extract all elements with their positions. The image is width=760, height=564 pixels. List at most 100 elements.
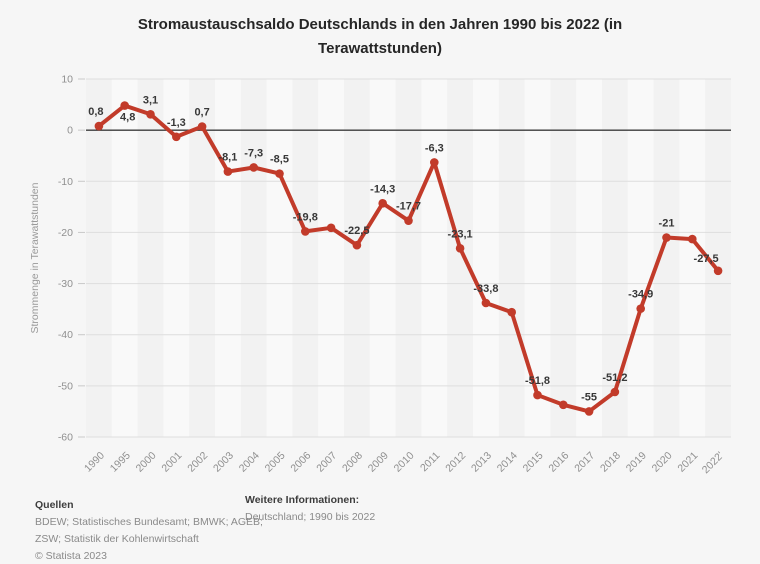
point-value-label: -51,8 (525, 375, 550, 387)
data-point[interactable] (507, 307, 516, 317)
sources-heading: Quellen (35, 499, 74, 511)
x-tick-label: 2008 (340, 450, 365, 475)
point-value-label: -23,1 (448, 228, 473, 240)
y-tick-label: 0 (67, 125, 73, 137)
data-point[interactable] (378, 198, 388, 208)
data-point[interactable] (481, 298, 491, 308)
data-point[interactable] (430, 158, 439, 167)
data-point[interactable] (404, 216, 413, 225)
point-value-label: -7,3 (244, 147, 263, 159)
y-axis-ticks: 10 0 -10 -20 -30 -40 -50 -60 (58, 74, 85, 444)
x-tick-label: 2015 (521, 450, 546, 475)
x-tick-label: 2004 (237, 450, 262, 475)
data-point[interactable] (146, 109, 155, 119)
point-value-label: -8,5 (270, 154, 289, 166)
data-point[interactable] (223, 167, 233, 176)
y-axis-title: Strommenge in Terawattstunden (29, 182, 41, 333)
point-value-label: -51,2 (602, 372, 627, 384)
x-tick-label: 2022' (700, 450, 726, 476)
data-point[interactable] (301, 227, 310, 236)
data-points (94, 101, 723, 416)
year-band (524, 79, 551, 437)
info-block: Weitere Informationen: Deutschland; 1990… (245, 492, 375, 526)
point-value-label: -19,8 (293, 211, 318, 223)
data-point[interactable] (249, 163, 258, 172)
y-tick-label: 10 (61, 74, 73, 86)
year-band (86, 79, 112, 437)
point-value-label: -14,3 (370, 183, 395, 195)
data-point[interactable] (172, 132, 181, 142)
x-tick-label: 2002 (185, 450, 210, 475)
y-tick-label: -40 (58, 329, 73, 341)
year-band (266, 79, 293, 437)
sources-line-1: BDEW; Statistisches Bundesamt; BMWK; AGE… (35, 516, 263, 528)
x-tick-label: 2005 (263, 450, 288, 475)
data-point[interactable] (94, 121, 104, 131)
year-band (111, 79, 138, 437)
x-tick-label: 2006 (288, 450, 313, 475)
data-point[interactable] (275, 169, 284, 178)
point-value-label: -22,5 (344, 225, 369, 237)
sources-block: Quellen BDEW; Statistisches Bundesamt; B… (35, 497, 263, 564)
sources-line-2: ZSW; Statistik der Kohlenwirtschaft (35, 533, 199, 545)
y-tick-label: -50 (58, 380, 73, 392)
point-value-label: -17,7 (396, 201, 421, 213)
x-tick-label: 2000 (134, 450, 159, 475)
point-value-label: -8,1 (218, 152, 237, 164)
x-tick-label: 2021 (675, 450, 700, 475)
year-band (369, 79, 396, 437)
x-tick-label: 2001 (159, 450, 184, 475)
year-band (447, 79, 473, 437)
x-tick-label: 2016 (546, 450, 571, 475)
year-band (473, 79, 499, 437)
data-point[interactable] (120, 101, 129, 110)
data-point[interactable] (688, 234, 697, 244)
point-value-label: 3,1 (143, 94, 158, 106)
data-point[interactable] (559, 400, 568, 410)
x-axis-labels: 1990 1995 2000 2001 2002 2003 2004 2005 2006 2007… (82, 450, 726, 477)
y-tick-label: -60 (58, 432, 73, 444)
point-value-label: -55 (581, 391, 597, 403)
data-point[interactable] (662, 233, 671, 242)
x-tick-label: 2012 (443, 450, 468, 475)
data-point[interactable] (610, 387, 620, 397)
info-line: Deutschland; 1990 bis 2022 (245, 511, 376, 523)
data-point[interactable] (713, 266, 723, 276)
point-value-label: -1,3 (167, 117, 186, 129)
point-value-label: -34,9 (628, 289, 653, 301)
info-heading: Weitere Informationen: (245, 494, 360, 506)
year-band (395, 79, 422, 437)
year-band (576, 79, 602, 437)
year-band (189, 79, 215, 437)
data-point[interactable] (352, 240, 362, 250)
year-band (137, 79, 164, 437)
x-tick-label: 1990 (82, 450, 107, 475)
year-band (421, 79, 448, 437)
data-point[interactable] (455, 243, 465, 253)
x-tick-label: 2019 (624, 450, 649, 475)
data-point[interactable] (326, 223, 336, 233)
x-tick-label: 2013 (469, 450, 494, 475)
data-point[interactable] (584, 407, 594, 416)
year-band (344, 79, 370, 437)
chart-title: Stromaustauschsaldo Deutschlands in den … (137, 16, 623, 57)
x-tick-label: 2014 (495, 450, 520, 475)
x-tick-label: 2003 (211, 450, 236, 475)
year-band (215, 79, 241, 437)
y-tick-label: -30 (58, 278, 73, 290)
x-tick-label: 2010 (392, 450, 417, 475)
year-band (550, 79, 577, 437)
copyright: © Statista 2023 (35, 550, 107, 562)
year-band (627, 79, 654, 437)
data-point[interactable] (533, 390, 542, 400)
data-point[interactable] (197, 122, 207, 131)
year-band (498, 79, 525, 437)
year-band (292, 79, 319, 437)
point-value-label: 0,8 (88, 106, 103, 118)
x-tick-label: 2009 (366, 450, 391, 475)
data-point[interactable] (636, 304, 645, 313)
point-labels: 0,8 4,8 3,1 -1,3 0,7 -8,1 -7,3 -8,5 -19,8 -22,5 -1… (88, 94, 718, 403)
gridlines (86, 78, 731, 438)
